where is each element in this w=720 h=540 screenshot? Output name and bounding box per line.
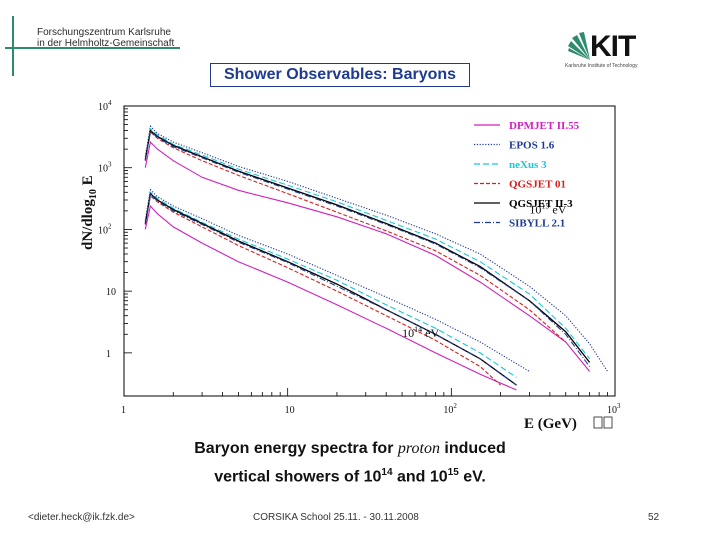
placeholder-box-icon	[593, 416, 603, 429]
series-qgsjet-01-e15	[144, 130, 567, 343]
x-tick-label-exp: 2	[453, 402, 457, 410]
legend-label: EPOS 1.6	[509, 140, 555, 152]
series-qgsjet-01-e14	[144, 194, 501, 386]
series-epos-1-6-e14	[144, 188, 530, 372]
legend-label: QGSJET 01	[509, 179, 566, 191]
y-tick-label-exp: 3	[108, 161, 112, 169]
caption-line-1: Baryon energy spectra for proton induced	[160, 437, 540, 461]
x-tick-label: 10	[285, 405, 295, 416]
y-axis-label: dN/dlog10 E	[80, 175, 99, 250]
figure-caption: Baryon energy spectra for proton induced…	[160, 437, 540, 489]
y-tick-label-base: 10	[98, 102, 108, 113]
header-horizontal-rule	[5, 47, 180, 49]
y-tick-label: 1	[106, 349, 111, 360]
chart-legend: DPMJET II.55 EPOS 1.6 neXus 3 QGSJET 01 QGSJ…	[474, 120, 580, 230]
kit-logo-text: KIT	[590, 30, 636, 63]
y-tick-label-base: 10	[106, 287, 116, 298]
annotation-1e14-ev: 1014 eV	[402, 325, 439, 340]
y-axis-label-main: dN/dlog	[80, 199, 96, 250]
footer-email: <dieter.heck@ik.fzk.de>	[28, 512, 135, 523]
annotation-exp: 15	[541, 202, 549, 211]
caption-line-2: vertical showers of 1014 and 1015 eV.	[160, 461, 540, 489]
caption-text-a: Baryon energy spectra for	[194, 440, 398, 457]
slide-title: Shower Observables: Baryons	[210, 63, 470, 87]
caption-and: and 10	[392, 468, 448, 486]
caption-exp-14: 14	[381, 467, 393, 478]
x-tick-label-exp: 3	[617, 402, 621, 410]
institution-line-1: Forschungszentrum Karlsruhe	[37, 27, 171, 38]
x-tick-label-base: 1	[121, 405, 126, 416]
legend-label: SIBYLL 2.1	[509, 218, 565, 230]
series-epos-1-6-e15	[144, 125, 608, 372]
chart-curves	[144, 125, 608, 391]
legend-label: DPMJET II.55	[509, 120, 580, 132]
caption-end: eV.	[458, 468, 486, 486]
series-dpmjet-ii-55-e14	[144, 204, 517, 391]
annotation-unit: eV	[549, 203, 566, 217]
x-tick-label: 1	[121, 405, 126, 416]
y-axis-label-sub: 10	[88, 189, 99, 199]
x-tick-label: 103	[607, 402, 621, 416]
series-sibyll-2-1-e14	[144, 193, 517, 386]
series-qgsjet-ii-3-e14	[144, 192, 517, 386]
caption-text-d: vertical showers of 10	[214, 468, 382, 486]
annotation-base: 10	[402, 326, 414, 340]
y-tick-label-base: 1	[106, 349, 111, 360]
x-tick-label-base: 10	[285, 405, 295, 416]
chart-ticks	[123, 108, 608, 396]
x-tick-label-base: 10	[607, 405, 617, 416]
caption-text-c: induced	[439, 440, 506, 457]
placeholder-box-icon	[603, 416, 613, 429]
legend-label: QGSJET II-3	[509, 198, 573, 210]
caption-proton: proton	[397, 440, 440, 457]
caption-exp-15: 15	[447, 467, 459, 478]
y-tick-label-exp: 4	[108, 99, 112, 107]
y-tick-label: 103	[98, 161, 112, 175]
series-sibyll-2-1-e15	[144, 130, 591, 367]
annotation-1e15-ev: 1015 eV	[529, 202, 566, 217]
footer-page-number: 52	[648, 512, 660, 523]
y-tick-label: 104	[98, 99, 112, 113]
y-tick-label: 10	[106, 287, 116, 298]
kit-logo-subtitle: Karlsruhe Institute of Technology	[565, 63, 638, 69]
institution-name: Forschungszentrum Karlsruhe in der Helmh…	[37, 27, 174, 49]
annotation-exp: 14	[414, 325, 422, 334]
series-nexus-3-e15	[144, 127, 591, 360]
x-tick-label: 102	[443, 402, 457, 416]
x-axis-label: E (GeV)	[524, 416, 577, 432]
footer-event: CORSIKA School 25.11. - 30.11.2008	[253, 512, 419, 523]
y-tick-label-base: 10	[98, 225, 108, 236]
x-tick-label-base: 10	[443, 405, 453, 416]
y-tick-label-exp: 2	[108, 222, 112, 230]
y-axis-label-var: E	[80, 175, 96, 189]
plot-frame	[123, 105, 616, 397]
header-vertical-rule	[12, 16, 14, 76]
series-nexus-3-e14	[144, 191, 517, 378]
annotation-base: 10	[529, 203, 541, 217]
y-tick-label: 102	[98, 222, 112, 236]
institution-line-2: in der Helmholtz-Gemeinschaft	[37, 38, 175, 49]
series-dpmjet-ii-55-e15	[144, 140, 591, 372]
annotation-unit: eV	[422, 326, 439, 340]
kit-logo-icon	[568, 32, 590, 60]
y-tick-label-base: 10	[98, 164, 108, 175]
legend-label: neXus 3	[509, 159, 547, 171]
